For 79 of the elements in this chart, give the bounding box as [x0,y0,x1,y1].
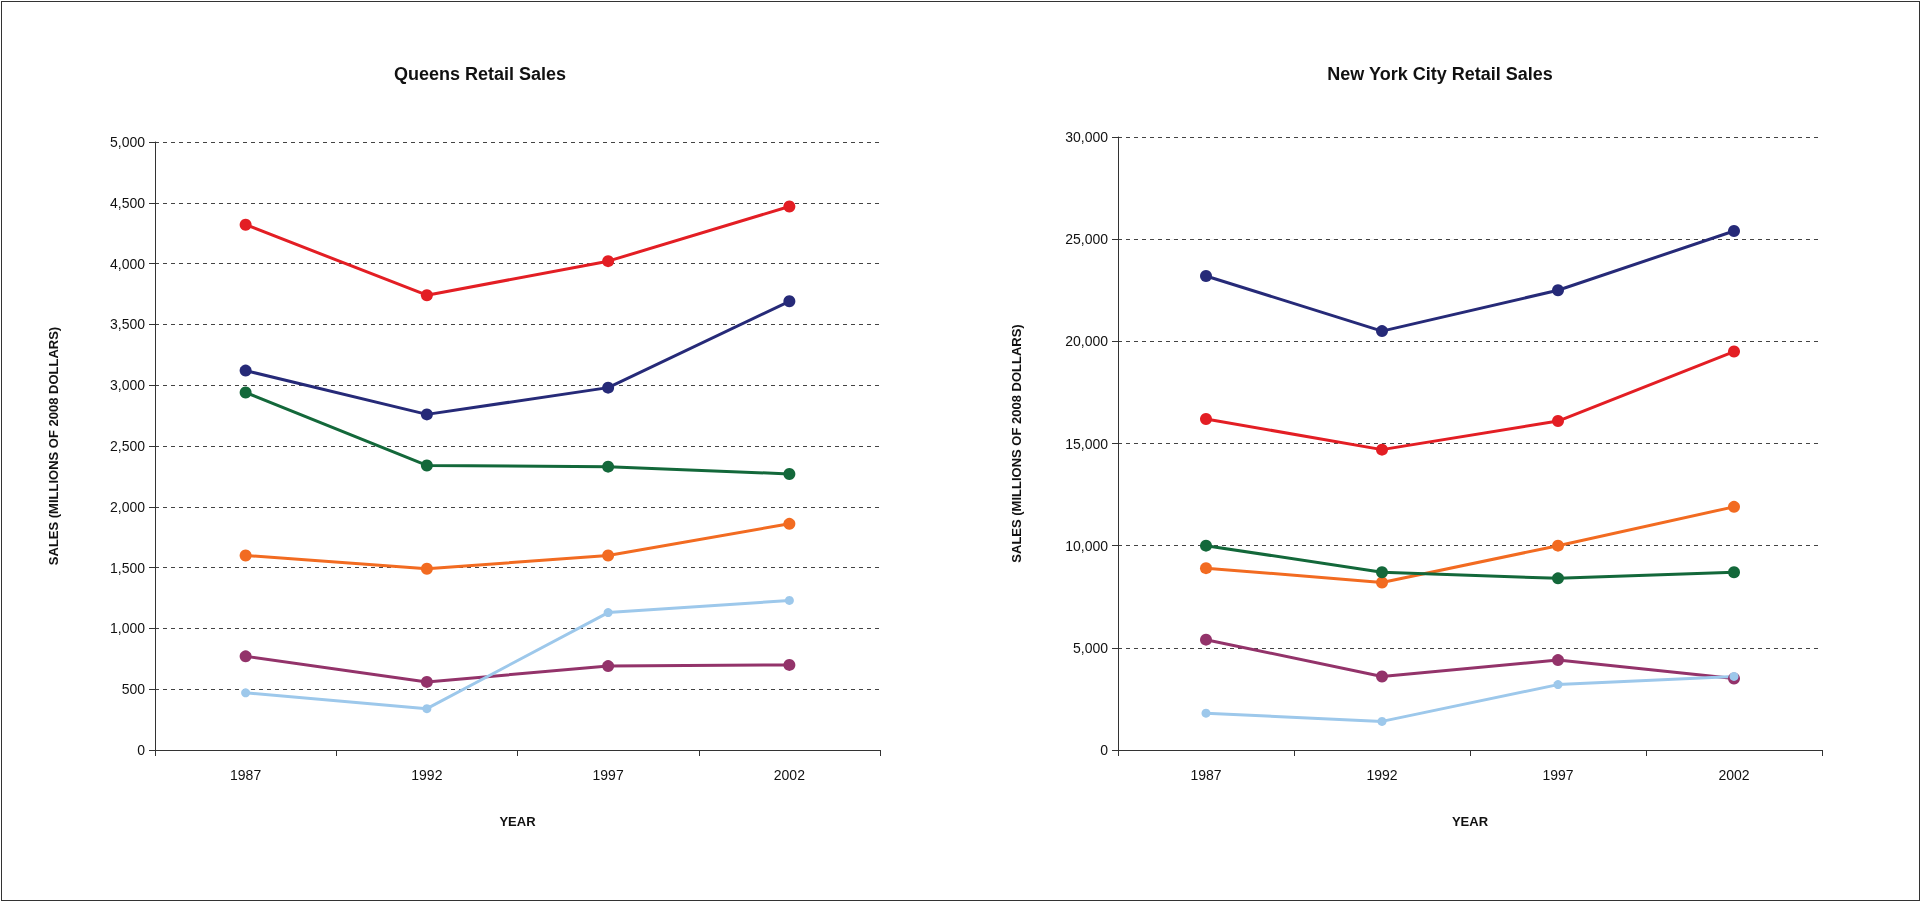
y-tick-label: 1,500 [109,559,146,576]
x-axis-title: YEAR [1451,814,1489,829]
point [241,688,251,698]
point [1376,576,1388,589]
chart-title: New York City Retail Sales [1327,64,1553,84]
y-axis-title: SALES (MILLIONS OF 2008 DOLLARS) [1009,324,1024,563]
point [1200,633,1212,646]
point [602,255,615,268]
point [420,675,433,688]
x-tick-label: 1997 [1542,767,1574,783]
point [239,650,252,663]
y-tick-label: 3,000 [109,377,146,394]
x-tick-label: 2002 [773,767,806,783]
point [420,459,433,472]
x-tick-label: 1987 [1190,767,1222,783]
y-tick-label: 30,000 [1065,129,1109,145]
y-tick-label: 25,000 [1065,231,1109,248]
y-tick-label: 500 [121,681,146,698]
point [602,381,615,394]
point [1377,716,1387,726]
point [602,460,615,473]
point [1552,572,1564,585]
point [420,408,433,421]
y-tick-label: 3,500 [109,316,146,333]
y-tick-label: 4,500 [109,194,146,211]
point [1376,443,1388,456]
point [420,289,433,302]
x-axis-title: YEAR [499,814,537,829]
point [1552,654,1564,667]
y-tick-label: 2,500 [109,438,146,454]
y-tick-label: 15,000 [1065,435,1109,452]
point [1728,345,1740,358]
y-tick-label: 1,000 [109,620,146,637]
x-tick-label: 1997 [592,767,624,783]
y-tick-label: 20,000 [1065,333,1109,350]
point [603,608,613,618]
x-tick-label: 1992 [411,767,443,783]
point [422,704,432,714]
point [1728,225,1740,237]
y-tick-label: 5,000 [109,134,146,150]
point [1376,566,1388,579]
point [602,660,615,673]
point [1200,412,1212,425]
point [602,549,615,562]
point [1376,325,1388,338]
y-tick-label: 4,000 [109,255,146,272]
point [783,517,796,530]
point [784,595,794,605]
point [1200,562,1212,575]
point [1200,539,1212,552]
point [1376,670,1388,683]
x-tick-label: 1992 [1366,767,1398,783]
point [420,562,433,575]
point [1552,415,1564,428]
point [239,364,252,377]
point [783,467,796,480]
y-axis-title: SALES (MILLIONS OF 2008 DOLLARS) [46,326,61,566]
point [1201,708,1211,718]
chart-title: Queens Retail Sales [393,64,567,84]
point [1200,269,1212,282]
y-tick-label: 0 [1100,742,1109,758]
point [783,295,796,308]
y-tick-label: 5,000 [1072,639,1109,656]
point [239,549,252,562]
y-tick-label: 10,000 [1065,537,1109,554]
point [1728,566,1740,579]
point [239,386,252,399]
point [1552,284,1564,297]
x-tick-label: 2002 [1718,767,1750,783]
y-tick-label: 0 [137,742,146,758]
point [1728,500,1740,513]
x-tick-label: 1987 [230,767,262,783]
point [1552,539,1564,552]
point [1553,680,1563,690]
y-tick-label: 2,000 [109,498,146,515]
point [1729,671,1739,681]
point [239,218,252,231]
point [783,200,796,213]
point [783,658,796,671]
